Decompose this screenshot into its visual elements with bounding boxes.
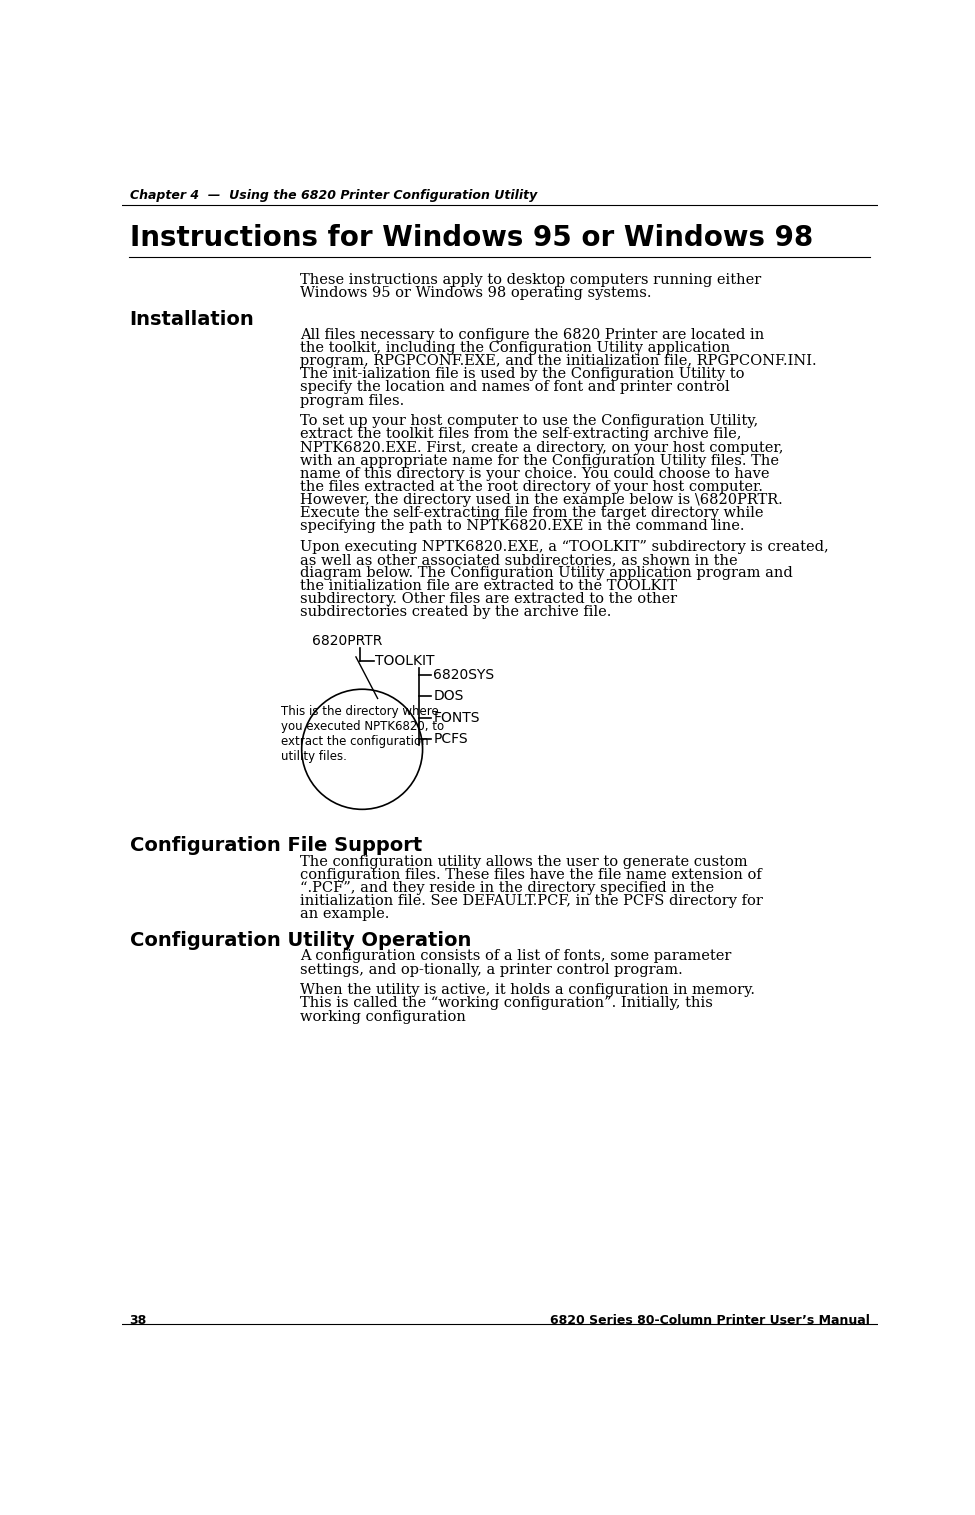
Text: PCFS: PCFS [434, 732, 468, 747]
Text: Configuration Utility Operation: Configuration Utility Operation [130, 932, 471, 950]
Text: 6820 Series 80-Column Printer User’s Manual: 6820 Series 80-Column Printer User’s Man… [550, 1314, 870, 1327]
Text: A configuration consists of a list of fonts, some parameter: A configuration consists of a list of fo… [300, 950, 731, 964]
Text: However, the directory used in the example below is \6820PRTR.: However, the directory used in the examp… [300, 492, 783, 508]
Text: FONTS: FONTS [434, 711, 480, 724]
Text: configuration files. These files have the file name extension of: configuration files. These files have th… [300, 868, 761, 882]
Text: This is called the “working configuration”. Initially, this: This is called the “working configuratio… [300, 997, 713, 1011]
Text: settings, and op-tionally, a printer control program.: settings, and op-tionally, a printer con… [300, 962, 682, 977]
Text: Configuration File Support: Configuration File Support [130, 836, 422, 856]
Text: specify the location and names of font and printer control: specify the location and names of font a… [300, 380, 729, 394]
Text: “.PCF”, and they reside in the directory specified in the: “.PCF”, and they reside in the directory… [300, 880, 715, 895]
Text: specifying the path to NPTK6820.EXE in the command line.: specifying the path to NPTK6820.EXE in t… [300, 520, 745, 533]
Text: subdirectories created by the archive file.: subdirectories created by the archive fi… [300, 606, 611, 620]
Text: diagram below. The Configuration Utility application program and: diagram below. The Configuration Utility… [300, 567, 793, 580]
Text: Chapter 4  —  Using the 6820 Printer Configuration Utility: Chapter 4 — Using the 6820 Printer Confi… [130, 189, 537, 203]
Text: program files.: program files. [300, 394, 405, 408]
Text: TOOLKIT: TOOLKIT [375, 654, 435, 668]
Text: The configuration utility allows the user to generate custom: The configuration utility allows the use… [300, 854, 748, 868]
Text: NPTK6820.EXE. First, create a directory, on your host computer,: NPTK6820.EXE. First, create a directory,… [300, 441, 784, 454]
Text: When the utility is active, it holds a configuration in memory.: When the utility is active, it holds a c… [300, 983, 755, 997]
Text: program, RPGPCONF.EXE, and the initialization file, RPGPCONF.INI.: program, RPGPCONF.EXE, and the initializ… [300, 355, 817, 368]
Text: Instructions for Windows 95 or Windows 98: Instructions for Windows 95 or Windows 9… [130, 224, 813, 251]
Text: DOS: DOS [434, 689, 464, 703]
Text: Upon executing NPTK6820.EXE, a “TOOLKIT” subdirectory is created,: Upon executing NPTK6820.EXE, a “TOOLKIT”… [300, 539, 829, 554]
Text: 38: 38 [130, 1314, 147, 1327]
Text: The init-ialization file is used by the Configuration Utility to: The init-ialization file is used by the … [300, 367, 745, 382]
Text: This is the directory where
you executed NPTK6820, to
extract the configuration
: This is the directory where you executed… [281, 704, 444, 764]
Text: the files extracted at the root directory of your host computer.: the files extracted at the root director… [300, 480, 763, 494]
Text: To set up your host computer to use the Configuration Utility,: To set up your host computer to use the … [300, 414, 759, 429]
Text: working configuration: working configuration [300, 1009, 466, 1024]
Text: These instructions apply to desktop computers running either: These instructions apply to desktop comp… [300, 273, 761, 286]
Text: initialization file. See DEFAULT.PCF, in the PCFS directory for: initialization file. See DEFAULT.PCF, in… [300, 894, 763, 907]
Text: with an appropriate name for the Configuration Utility files. The: with an appropriate name for the Configu… [300, 453, 779, 468]
Text: the initialization file are extracted to the TOOLKIT: the initialization file are extracted to… [300, 579, 677, 592]
Text: extract the toolkit files from the self-extracting archive file,: extract the toolkit files from the self-… [300, 427, 742, 441]
Text: Execute the self-extracting file from the target directory while: Execute the self-extracting file from th… [300, 506, 763, 520]
Text: 6820PRTR: 6820PRTR [312, 635, 382, 648]
Text: as well as other associated subdirectories, as shown in the: as well as other associated subdirectori… [300, 553, 738, 567]
Text: the toolkit, including the Configuration Utility application: the toolkit, including the Configuration… [300, 341, 730, 355]
Text: an example.: an example. [300, 907, 389, 921]
Text: name of this directory is your choice. You could choose to have: name of this directory is your choice. Y… [300, 467, 769, 480]
Text: All files necessary to configure the 6820 Printer are located in: All files necessary to configure the 682… [300, 329, 764, 342]
Text: 6820SYS: 6820SYS [434, 668, 494, 682]
Text: subdirectory. Other files are extracted to the other: subdirectory. Other files are extracted … [300, 592, 678, 606]
Text: Windows 95 or Windows 98 operating systems.: Windows 95 or Windows 98 operating syste… [300, 286, 651, 300]
Text: Installation: Installation [130, 309, 254, 329]
